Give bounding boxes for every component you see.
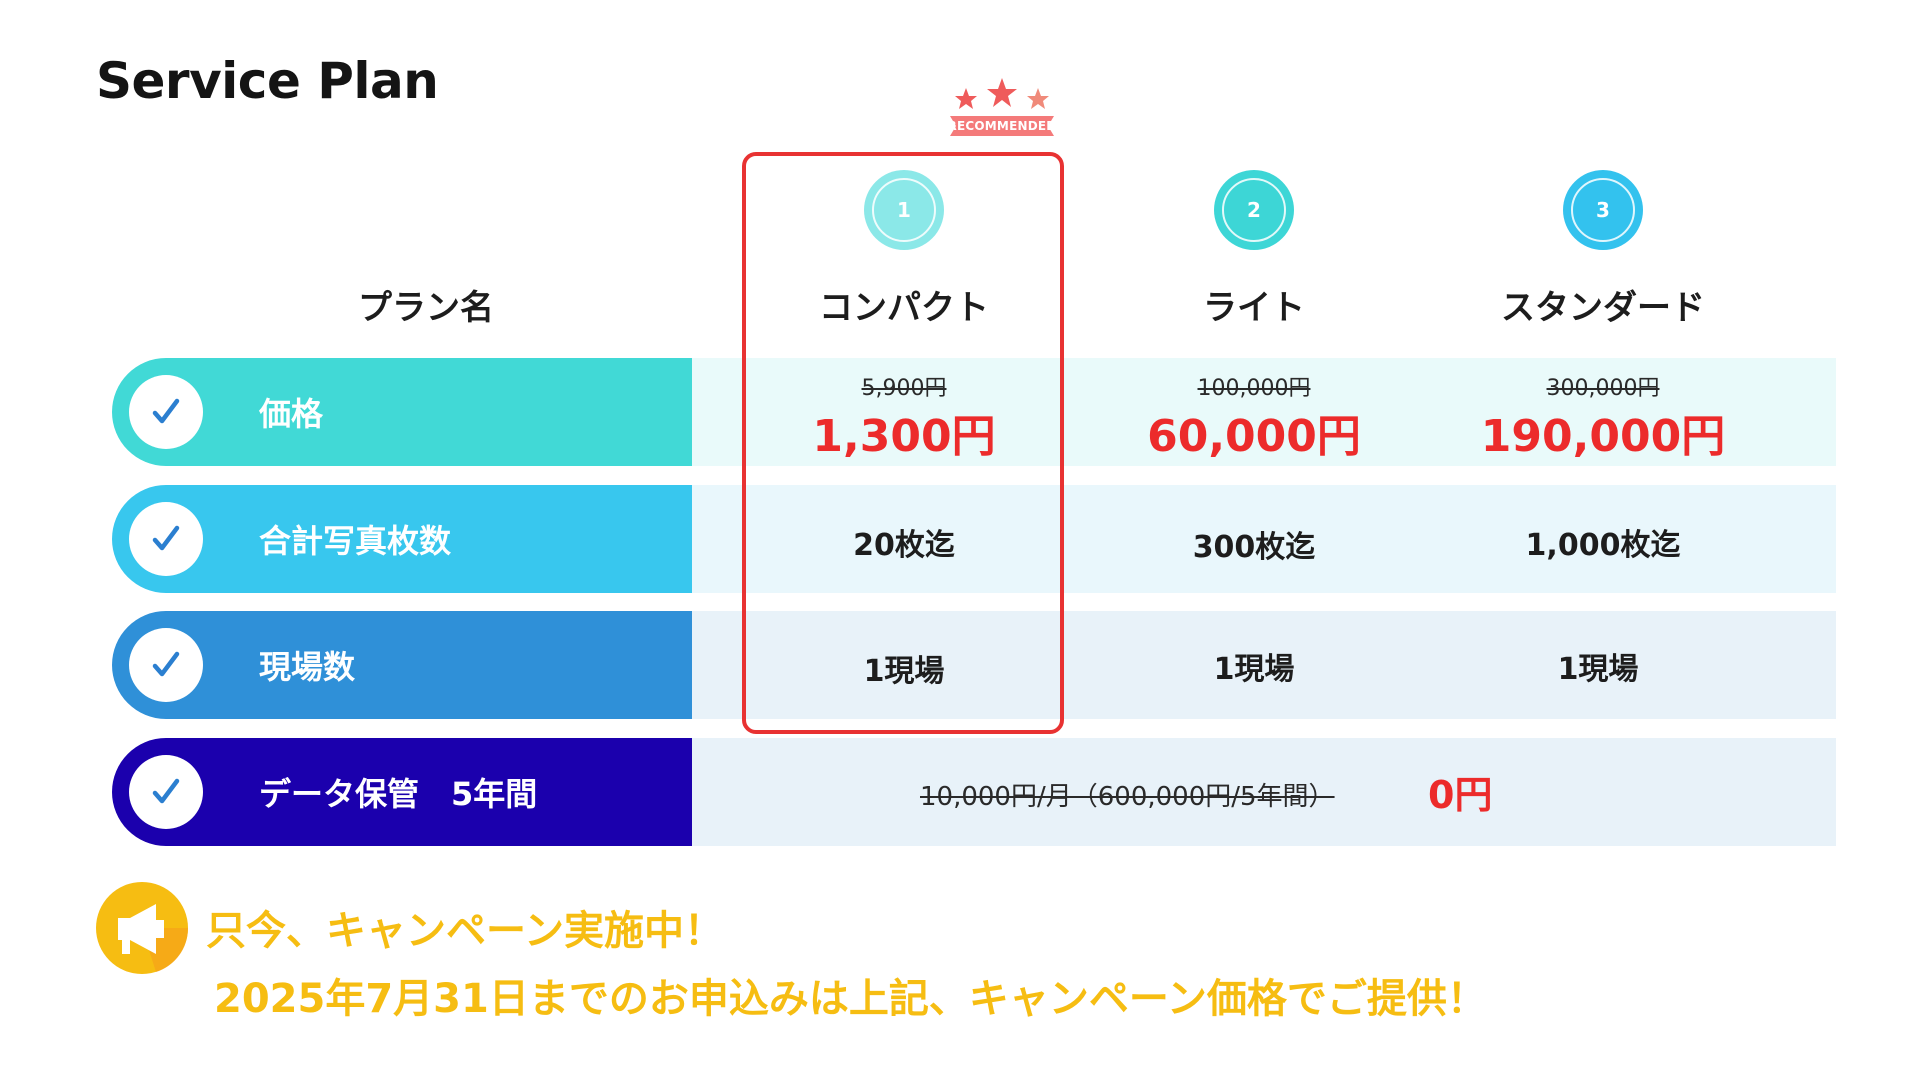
check-icon — [129, 502, 203, 576]
storage-new-price: 0円 — [1428, 773, 1493, 817]
sites-row-bg — [692, 611, 1836, 719]
plan-header-label: プラン名 — [358, 288, 494, 328]
plan-number-circle: 1 — [864, 170, 944, 250]
row-label-text: 現場数 — [259, 648, 356, 686]
recommended-highlight-frame — [742, 152, 1064, 734]
price-cell-light: 100,000円 60,000円 — [1089, 370, 1419, 464]
price-row-bg — [692, 358, 1836, 466]
plan-number: 1 — [897, 198, 911, 222]
stars-icon — [950, 78, 1054, 136]
photos-cell-light: 300枚迄 — [1192, 530, 1316, 565]
plan-name-light: ライト — [1203, 288, 1305, 328]
old-price: 300,000円 — [1546, 376, 1660, 401]
photos-cell-compact: 20枚迄 — [853, 528, 955, 563]
old-price: 5,900円 — [861, 376, 947, 401]
sites-cell-standard: 1現場 — [1557, 652, 1639, 687]
sites-cell-compact: 1現場 — [863, 654, 945, 689]
new-price: 190,000円 — [1480, 411, 1726, 462]
photos-row-bg — [692, 485, 1836, 593]
plan-number-circle: 3 — [1563, 170, 1643, 250]
recommended-badge-text: RECOMMENDED — [947, 119, 1057, 133]
new-price: 1,300円 — [812, 411, 996, 462]
old-price: 100,000円 — [1197, 376, 1311, 401]
new-price: 60,000円 — [1147, 411, 1361, 462]
plan-number-circle: 2 — [1214, 170, 1294, 250]
plan-number: 3 — [1596, 198, 1610, 222]
storage-row-bg — [692, 738, 1836, 846]
campaign-line-2: 2025年7月31日までのお申込みは上記、キャンペーン価格でご提供！ — [214, 976, 1487, 1022]
row-label-storage: データ保管 5年間 — [112, 738, 692, 846]
check-icon — [129, 755, 203, 829]
plan-name-compact: コンパクト — [819, 288, 989, 328]
row-label-sites: 現場数 — [112, 611, 692, 719]
plan-number: 2 — [1247, 198, 1261, 222]
page-title: Service Plan — [96, 52, 439, 110]
row-label-photos: 合計写真枚数 — [112, 485, 692, 593]
row-label-price: 価格 — [112, 358, 692, 466]
check-icon — [129, 375, 203, 449]
megaphone-icon — [94, 880, 190, 976]
price-cell-compact: 5,900円 1,300円 — [739, 370, 1069, 464]
storage-old-price: 10,000円/月（600,000円/5年間） — [920, 782, 1335, 812]
row-label-text: 合計写真枚数 — [259, 522, 452, 560]
plan-name-standard: スタンダード — [1501, 288, 1705, 328]
photos-cell-standard: 1,000枚迄 — [1525, 528, 1681, 563]
recommended-badge: RECOMMENDED — [942, 74, 1062, 146]
row-label-text: データ保管 5年間 — [259, 775, 538, 813]
check-icon — [129, 628, 203, 702]
row-label-text: 価格 — [259, 395, 324, 433]
campaign-line-1: 只今、キャンペーン実施中！ — [206, 908, 724, 954]
price-cell-standard: 300,000円 190,000円 — [1438, 370, 1768, 464]
sites-cell-light: 1現場 — [1213, 652, 1295, 687]
